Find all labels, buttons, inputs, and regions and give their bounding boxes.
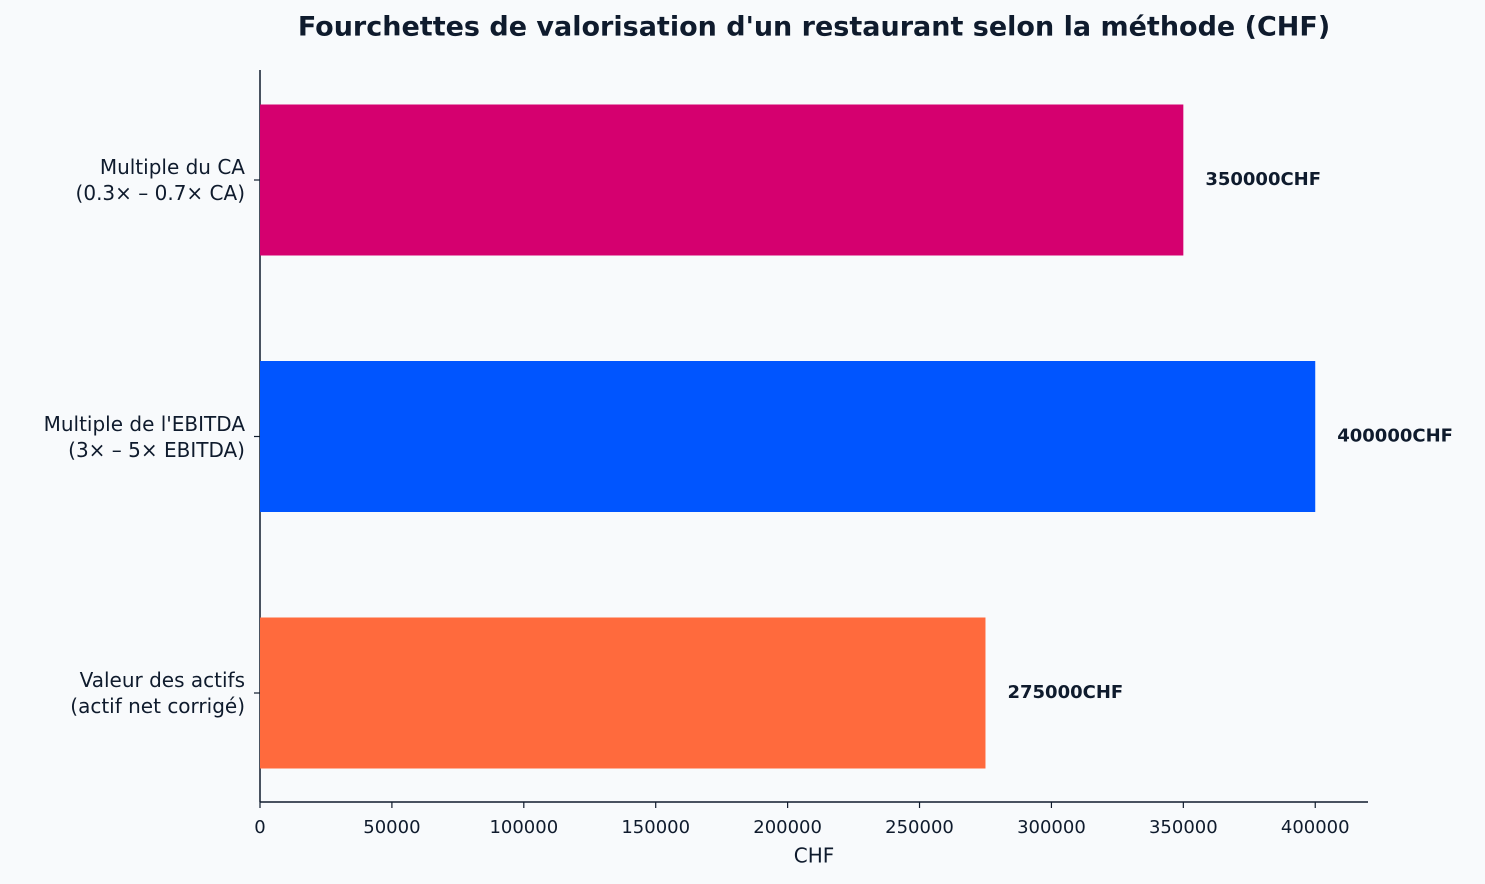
x-tick-label: 250000: [885, 817, 954, 838]
x-tick-label: 100000: [489, 817, 558, 838]
value-label: 400000CHF: [1337, 426, 1453, 447]
x-tick-label: 50000: [363, 817, 420, 838]
x-tick-label: 400000: [1281, 817, 1350, 838]
x-axis-label: CHF: [794, 844, 835, 868]
y-tick-label: Multiple du CA (0.3× – 0.7× CA): [75, 155, 245, 205]
chart-title: Fourchettes de valorisation d'un restaur…: [298, 12, 1330, 43]
x-tick-label: 0: [254, 817, 265, 838]
value-label: 275000CHF: [1007, 682, 1123, 703]
y-tick-label: Multiple de l'EBITDA (3× – 5× EBITDA): [43, 411, 245, 462]
bar: [260, 104, 1184, 256]
x-tick-label: 350000: [1149, 817, 1218, 838]
bar: [260, 617, 986, 769]
x-tick-label: 150000: [621, 817, 690, 838]
x-tick-label: 300000: [1017, 817, 1086, 838]
bar: [260, 361, 1316, 512]
x-tick-label: 200000: [753, 817, 822, 838]
y-tick-label: Valeur des actifs (actif net corrigé): [70, 668, 245, 718]
value-label: 350000CHF: [1205, 169, 1321, 190]
